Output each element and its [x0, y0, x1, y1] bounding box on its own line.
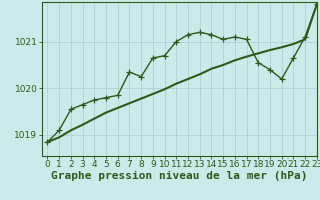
- X-axis label: Graphe pression niveau de la mer (hPa): Graphe pression niveau de la mer (hPa): [51, 171, 308, 181]
